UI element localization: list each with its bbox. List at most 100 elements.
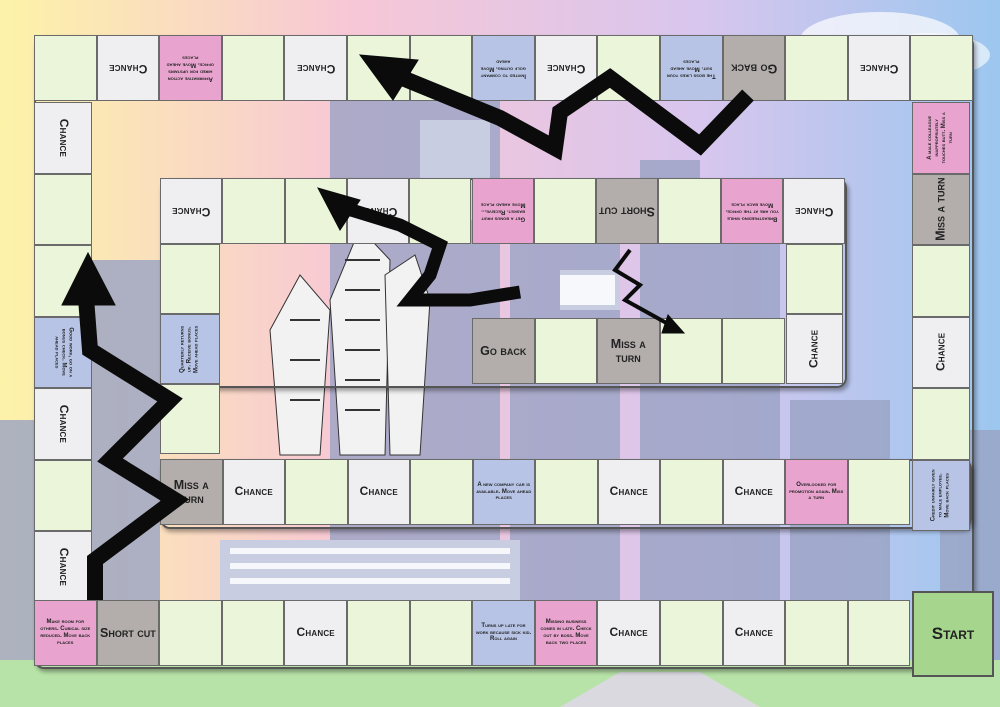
square-label: Make room for others. Cubical size reduc… [40,619,91,646]
bottom-square [660,600,723,666]
inner-mid-square [722,318,785,384]
row3-square-chance: Chance [722,459,785,525]
inner-top-square [533,178,597,244]
row3-square [535,459,598,525]
square-label: Chance [806,329,821,369]
outer-top-square [597,35,660,101]
square-label: Chance [609,625,648,640]
square-label: Chance [933,333,948,372]
square-label: Chance [859,61,899,76]
row3-square-blue: A new company car is available. Move ahe… [472,459,535,525]
square-label: Chance [734,484,773,499]
outer-top-square [221,35,285,101]
outer-top-square-chance: Chance [96,35,160,101]
start-label: Start [931,624,975,644]
outer-top-square [347,35,410,101]
square-label: A male colleague inappropriately touches… [927,112,954,164]
outer-right-square-chance: Chance [912,316,970,388]
outer-left-square [34,459,92,531]
square-label: Chance [234,484,273,499]
row3-square [285,459,348,525]
inner-top-square-chance: Chance [346,178,410,244]
square-label: Chance [171,204,211,219]
inner-right-square-chance: Chance [786,314,843,384]
square-label: Chance [56,404,71,443]
outer-left-square-chance: Chance [34,388,92,460]
row3-square-gray: Miss a turn [160,459,223,525]
inner-right-square [786,244,843,314]
square-label: Chance [56,118,71,157]
square-label: Chance [609,484,648,499]
inner-mid-square-gray: Miss a turn [597,318,660,384]
outer-top-square-chance: Chance [534,35,598,101]
outer-top-square [785,35,848,101]
bottom-square [409,600,473,666]
outer-top-square-gray: Go back [722,35,786,101]
square-label: Chance [794,204,834,219]
inner-top-square [409,178,472,244]
bottom-square [785,600,848,666]
outer-left-square-blue: Good work, go on a bonus check. Move ahe… [34,316,92,388]
square-label: Good work, go on a bonus check. Move ahe… [53,327,74,378]
square-label: Chance [546,61,586,76]
inner-top-square-chance: Chance [160,178,223,244]
inner-mid-square [534,318,597,384]
outer-right-square [912,245,970,317]
row3-square-chance: Chance [347,459,410,525]
inner-left-square-blue: Quarterly returns up. Receive bonus. Mov… [160,314,220,384]
bottom-square-chance: Chance [722,600,786,666]
square-label: Quarterly returns up. Receive bonus. Mov… [179,325,200,373]
inner-mid-square [659,318,722,384]
square-label: The boss likes your suit. Move ahead pla… [666,58,716,79]
row3-square [847,459,910,525]
inner-top-square-gray: Short cut [596,178,659,244]
square-label: Missing business comes in late. Check ou… [540,619,592,646]
square-label: Overlooked for promotion again. Miss a t… [789,481,844,502]
bottom-square [221,600,285,666]
outer-left-square [34,245,92,317]
outer-top-square [910,35,973,101]
bottom-square [847,600,911,666]
bottom-square-blue: Turns up late for work because sick kid.… [472,600,535,666]
square-label: Chance [359,484,398,499]
square-label: A new company car is available. Move ahe… [476,481,532,502]
square-label: Credit unfairly given to male employee. … [930,469,951,522]
outer-left-square-chance: Chance [34,531,92,603]
outer-top-square-blue: Invited to company golf outing. Move ahe… [472,35,535,101]
bottom-square [347,600,410,666]
row3-square [410,459,473,525]
row3-square-pink: Overlooked for promotion again. Miss a t… [785,459,848,525]
outer-right-square-gray: Miss a turn [912,173,970,245]
outer-left-square [34,173,92,245]
outer-top-square [34,35,97,101]
outer-top-square-pink: Affirmative action hired for upstairs of… [159,35,222,101]
outer-left-square-chance: Chance [34,102,92,174]
square-label: Short cut [99,625,156,640]
outer-top-square-blue: The boss likes your suit. Move ahead pla… [660,35,723,101]
square-label: Get a bonus fruit basket. Receive... Mov… [480,201,525,222]
bottom-square-chance: Chance [597,600,660,666]
outer-top-square [409,35,473,101]
outer-top-square-chance: Chance [847,35,911,101]
square-label: Miss a turn [933,177,948,241]
bottom-square-chance: Chance [284,600,347,666]
square-label: Go back [730,61,777,76]
row3-square [660,459,723,525]
row3-square-chance: Chance [222,459,285,525]
square-label: Chance [296,61,335,76]
outer-top-square-chance: Chance [284,35,347,101]
inner-top-square [222,178,285,244]
inner-top-square-pink: Get a bonus fruit basket. Receive... Mov… [471,178,534,244]
bottom-square [159,600,222,666]
outer-right-square-pink: A male colleague inappropriately touches… [912,102,970,174]
square-label: Chance [296,625,335,640]
square-label: Turns up late for work because sick kid.… [475,622,532,643]
outer-right-square [912,388,970,460]
square-label: Miss a turn [173,477,209,506]
inner-left-square [160,244,220,314]
inner-top-square [284,178,347,244]
inner-top-square-pink: Breastfeeding while you are at the offic… [720,178,783,244]
bottom-square-gray: Short cut [96,600,160,666]
square-label: Go back [480,343,527,358]
